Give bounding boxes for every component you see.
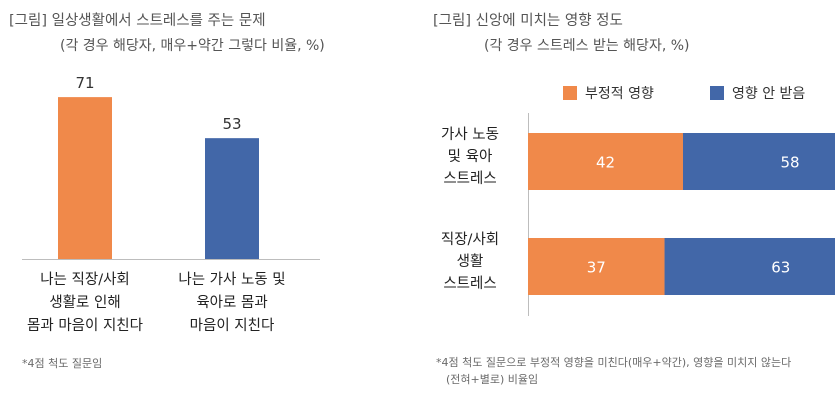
category-label: 나는 직장/사회 xyxy=(40,271,130,288)
legend-label: 영향 안 받음 xyxy=(732,86,805,102)
category-label: 및 육아 xyxy=(448,148,493,165)
left-chart-subtitle: (각 경우 해당자, 매우+약간 그렇다 비율, %) xyxy=(60,38,325,54)
left-chart-title: [그림] 일상생활에서 스트레스를 주는 문제 xyxy=(9,13,266,29)
legend-swatch xyxy=(563,86,577,100)
bar xyxy=(58,97,112,260)
category-label: 몸과 마음이 지친다 xyxy=(27,317,143,334)
bar-segment xyxy=(682,133,835,190)
data-label: 71 xyxy=(75,74,94,92)
left-chart-note: *4점 척도 질문임 xyxy=(22,357,103,370)
category-label: 마음이 지친다 xyxy=(190,317,275,334)
data-label: 63 xyxy=(771,259,790,277)
legend-swatch xyxy=(710,86,724,100)
bar-segment xyxy=(528,133,683,190)
bar-segment xyxy=(528,238,665,295)
data-label: 42 xyxy=(596,154,615,172)
data-label: 53 xyxy=(222,115,241,133)
right-chart-subtitle: (각 경우 스트레스 받는 해당자, %) xyxy=(484,38,690,54)
category-label: 육아로 몸과 xyxy=(196,294,267,311)
data-label: 58 xyxy=(780,154,799,172)
category-label: 스트레스 xyxy=(443,170,496,187)
category-label: 생활 xyxy=(457,253,484,270)
category-label: 스트레스 xyxy=(443,275,496,292)
bar xyxy=(205,138,259,259)
bar-segment xyxy=(664,238,835,295)
data-label: 37 xyxy=(587,259,606,277)
right-chart-note-line1: *4점 척도 질문으로 부정적 영향을 미친다(매우+약간), 영향을 미치지 … xyxy=(436,356,792,369)
right-chart-note-line2: (전혀+별로) 비율임 xyxy=(446,373,539,386)
category-label: 생활로 인해 xyxy=(49,294,120,311)
category-label: 가사 노동 xyxy=(441,126,499,143)
category-label: 직장/사회 xyxy=(441,231,499,248)
right-chart-title: [그림] 신앙에 미치는 영향 정도 xyxy=(433,13,623,29)
category-label: 나는 가사 노동 및 xyxy=(178,271,285,288)
legend-label: 부정적 영향 xyxy=(585,86,654,102)
